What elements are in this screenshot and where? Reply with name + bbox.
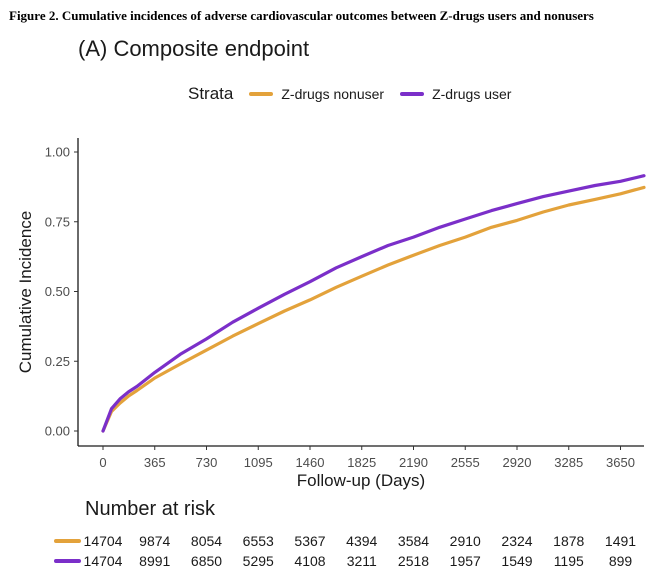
risk-count-cell: 3584 — [398, 533, 429, 549]
legend-item-nonuser: Z-drugs nonuser — [249, 86, 384, 102]
figure-caption: Figure 2. Cumulative incidences of adver… — [9, 8, 594, 23]
series-line-nonuser — [101, 185, 646, 433]
risk-count-cell: 2910 — [450, 533, 481, 549]
risk-count-cell: 2518 — [398, 553, 429, 569]
legend-label-user: Z-drugs user — [432, 86, 512, 102]
risk-count-cell: 6553 — [243, 533, 274, 549]
risk-count-cell: 5295 — [243, 553, 274, 569]
series-line-user — [101, 174, 646, 433]
risk-count-cell: 14704 — [84, 533, 123, 549]
risk-count-cell: 2324 — [501, 533, 532, 549]
panel-title: (A) Composite endpoint — [78, 36, 310, 61]
y-tick-label: 0.75 — [45, 214, 70, 229]
risk-count-cell: 3211 — [347, 553, 377, 569]
x-tick-label: 2190 — [399, 455, 428, 470]
risk-count-cell: 9874 — [139, 533, 170, 549]
risk-count-cell: 1195 — [554, 553, 584, 569]
x-tick-label: 1095 — [244, 455, 273, 470]
x-tick-label: 1460 — [296, 455, 325, 470]
legend-label-nonuser: Z-drugs nonuser — [281, 86, 385, 102]
risk-count-cell: 1549 — [501, 553, 532, 569]
risk-count-cell: 6850 — [191, 553, 222, 569]
legend-key-user — [400, 92, 425, 96]
x-tick-label: 730 — [196, 455, 218, 470]
x-tick-label: 0 — [99, 455, 106, 470]
risk-count-cell: 1491 — [605, 533, 636, 549]
x-tick-label: 365 — [144, 455, 166, 470]
legend-key-nonuser — [249, 92, 274, 96]
y-tick-label: 0.50 — [45, 284, 70, 299]
risk-count-cell: 1878 — [553, 533, 584, 549]
y-tick-label: 0.00 — [45, 424, 70, 439]
risk-count-cell: 4108 — [294, 553, 325, 569]
risk-count-cell: 1957 — [450, 553, 481, 569]
risk-count-cell: 8054 — [191, 533, 222, 549]
x-tick-label: 3650 — [606, 455, 635, 470]
chart-legend: Strata Z-drugs nonuser Z-drugs user — [188, 84, 527, 104]
risk-count-cell: 8991 — [139, 553, 170, 569]
x-tick-label: 3285 — [554, 455, 583, 470]
legend-item-user: Z-drugs user — [400, 86, 511, 102]
x-axis-label: Follow-up (Days) — [297, 471, 425, 490]
x-tick-label: 1825 — [347, 455, 376, 470]
y-axis-label: Cumulative Incidence — [16, 211, 35, 374]
y-tick-label: 0.25 — [45, 354, 70, 369]
legend-title: Strata — [188, 84, 234, 103]
x-tick-label: 2555 — [451, 455, 480, 470]
risk-count-cell: 899 — [609, 553, 633, 569]
x-tick-label: 2920 — [503, 455, 532, 470]
number-at-risk-title: Number at risk — [85, 498, 216, 520]
y-tick-label: 1.00 — [45, 145, 70, 160]
risk-count-cell: 14704 — [84, 553, 123, 569]
risk-count-cell: 4394 — [346, 533, 377, 549]
risk-count-cell: 5367 — [294, 533, 325, 549]
